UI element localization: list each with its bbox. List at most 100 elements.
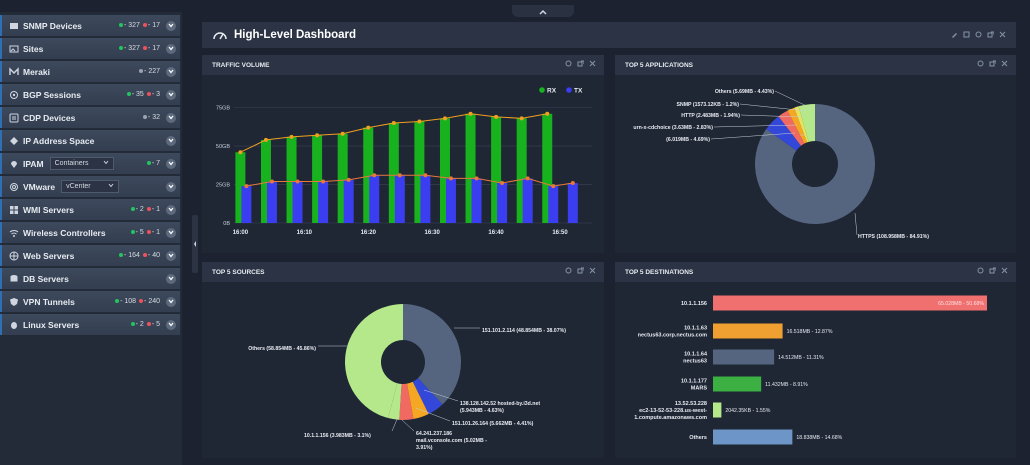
settings-icon[interactable] <box>565 60 572 67</box>
sidebar-item-vpn-tunnels[interactable]: VPN Tunnels - 108- 240 <box>0 291 180 312</box>
pie-slice-label: 64.241.237.186 <box>416 431 452 437</box>
sidebar-item-wmi-servers[interactable]: WMI Servers - 2- 1 <box>0 199 180 220</box>
green-count: - 327 <box>118 45 140 52</box>
sidebar-item-label: Sites <box>23 43 44 54</box>
sidebar-item-ip-address-space[interactable]: IP Address Space <box>0 130 180 151</box>
chevron-down-icon[interactable] <box>166 135 176 146</box>
green-count-value: 2 <box>139 206 144 213</box>
sidebar-item-label: Meraki <box>23 66 50 77</box>
leader-line <box>713 124 798 128</box>
chevron-down-icon[interactable] <box>166 66 176 77</box>
sidebar-item-sites[interactable]: Sites - 327- 17 <box>0 38 180 59</box>
chevron-down-icon[interactable] <box>166 181 176 192</box>
green-count: - 327 <box>118 22 140 29</box>
sidebar-item-bgp-sessions[interactable]: BGP Sessions - 35- 3 <box>0 84 180 105</box>
settings-icon[interactable] <box>977 60 984 67</box>
sidebar-item-wireless-controllers[interactable]: Wireless Controllers - 5- 1 <box>0 222 180 243</box>
chevron-up-icon <box>539 9 547 15</box>
windows-icon <box>9 205 19 215</box>
sidebar-select[interactable]: Containers <box>49 157 114 170</box>
popout-icon[interactable] <box>577 267 584 274</box>
sidebar-item-label: BGP Sessions <box>23 89 81 100</box>
settings-icon[interactable] <box>565 267 572 274</box>
red-count-value: 40 <box>152 252 160 259</box>
category-label: ec2-13-52-53-228.us-west- <box>639 408 707 414</box>
chevron-down-icon[interactable] <box>166 204 176 215</box>
sidebar-item-vmware[interactable]: VMware vCenter <box>0 176 180 197</box>
chevron-down-icon[interactable] <box>166 112 176 123</box>
green-count: - 5 <box>130 229 144 236</box>
category-label: 10.1.1.64 <box>684 352 708 358</box>
close-icon[interactable] <box>999 31 1006 38</box>
image-icon <box>9 44 19 54</box>
sidebar-select[interactable]: vCenter <box>61 180 120 193</box>
sidebar-item-web-servers[interactable]: Web Servers - 164- 40 <box>0 245 180 266</box>
destination-bar <box>713 376 762 392</box>
panel-title: TOP 5 DESTINATIONS <box>625 269 694 276</box>
chevron-down-icon <box>108 183 114 190</box>
edit-icon[interactable] <box>951 31 958 38</box>
chevron-down-icon[interactable] <box>166 319 176 330</box>
red-count: - 1 <box>146 206 160 213</box>
sidebar-item-linux-servers[interactable]: Linux Servers - 2- 5 <box>0 314 180 335</box>
legend-rx-swatch <box>539 87 545 93</box>
green-count: - 2 <box>130 321 144 328</box>
settings-icon[interactable] <box>975 31 982 38</box>
pie-slice <box>345 304 403 419</box>
red-count: - 40 <box>142 252 160 259</box>
ip-space-icon <box>9 136 19 146</box>
close-icon[interactable] <box>1001 60 1008 67</box>
tx-trend-line-point <box>346 177 351 182</box>
popout-icon[interactable] <box>989 60 996 67</box>
pie-slice <box>406 381 429 420</box>
category-label: Others <box>689 435 707 441</box>
settings-icon[interactable] <box>977 267 984 274</box>
close-icon[interactable] <box>589 267 596 274</box>
red-count-value: 3 <box>156 91 160 98</box>
legend-rx-label: RX <box>547 88 557 95</box>
popout-icon[interactable] <box>989 267 996 274</box>
chevron-down-icon[interactable] <box>166 273 176 284</box>
x-tick-label: 16:00 <box>233 230 249 236</box>
save-icon[interactable] <box>963 31 970 38</box>
rx-trend-line-point <box>545 111 550 116</box>
leader-line <box>740 114 803 118</box>
sidebar-item-cdp-devices[interactable]: CDP Devices - 32 <box>0 107 180 128</box>
top-applications-chart: Others (5.69MB - 4.43%) SNMP (1573.12KB -… <box>633 89 929 240</box>
chevron-down-icon[interactable] <box>166 158 176 169</box>
chevron-down-icon[interactable] <box>166 20 176 31</box>
sidebar-item-snmp-devices[interactable]: SNMP Devices - 327- 17 <box>0 15 180 36</box>
sidebar-item-meraki[interactable]: Meraki - 227 <box>0 61 180 82</box>
status-counts: - 327- 17 <box>118 45 160 52</box>
x-tick-label: 16:50 <box>552 230 568 236</box>
sidebar-item-db-servers[interactable]: DB Servers <box>0 268 180 289</box>
destination-bar <box>713 323 783 339</box>
chevron-down-icon <box>103 160 109 167</box>
close-icon[interactable] <box>1001 267 1008 274</box>
category-label: 13.52.53.228 <box>675 401 707 407</box>
chevron-down-icon[interactable] <box>166 250 176 261</box>
top-collapse-tab[interactable] <box>512 5 574 17</box>
tx-trend-line-point <box>423 173 428 178</box>
chevron-down-icon[interactable] <box>166 43 176 54</box>
top-sources-chart: 151.101.2.114 (48.854MB - 38.07%) Others … <box>248 304 566 451</box>
rx-bar <box>235 152 246 223</box>
sidebar-item-ipam[interactable]: IPAM Containers - 7 <box>0 153 180 174</box>
tx-trend-line-point <box>525 176 530 181</box>
meraki-icon <box>9 66 19 77</box>
status-counts: - 327- 17 <box>118 22 160 29</box>
rx-bar <box>439 118 450 223</box>
popout-icon[interactable] <box>987 31 994 38</box>
chevron-down-icon[interactable] <box>166 227 176 238</box>
pie-slice-label: 10.1.1.156 (3.983MB - 3.1%) <box>304 433 371 439</box>
leader-line <box>739 103 808 112</box>
panel-title: TOP 5 APPLICATIONS <box>625 62 694 69</box>
popout-icon[interactable] <box>577 60 584 67</box>
rx-trend-line-point <box>238 150 243 155</box>
chevron-down-icon[interactable] <box>166 296 176 307</box>
close-icon[interactable] <box>589 60 596 67</box>
pie-slice-label: Others (5.69MB - 4.43%) <box>715 89 774 95</box>
chevron-down-icon[interactable] <box>166 89 176 100</box>
sidebar-collapse-handle[interactable] <box>192 215 198 273</box>
rx-trend-line-point <box>289 134 294 139</box>
